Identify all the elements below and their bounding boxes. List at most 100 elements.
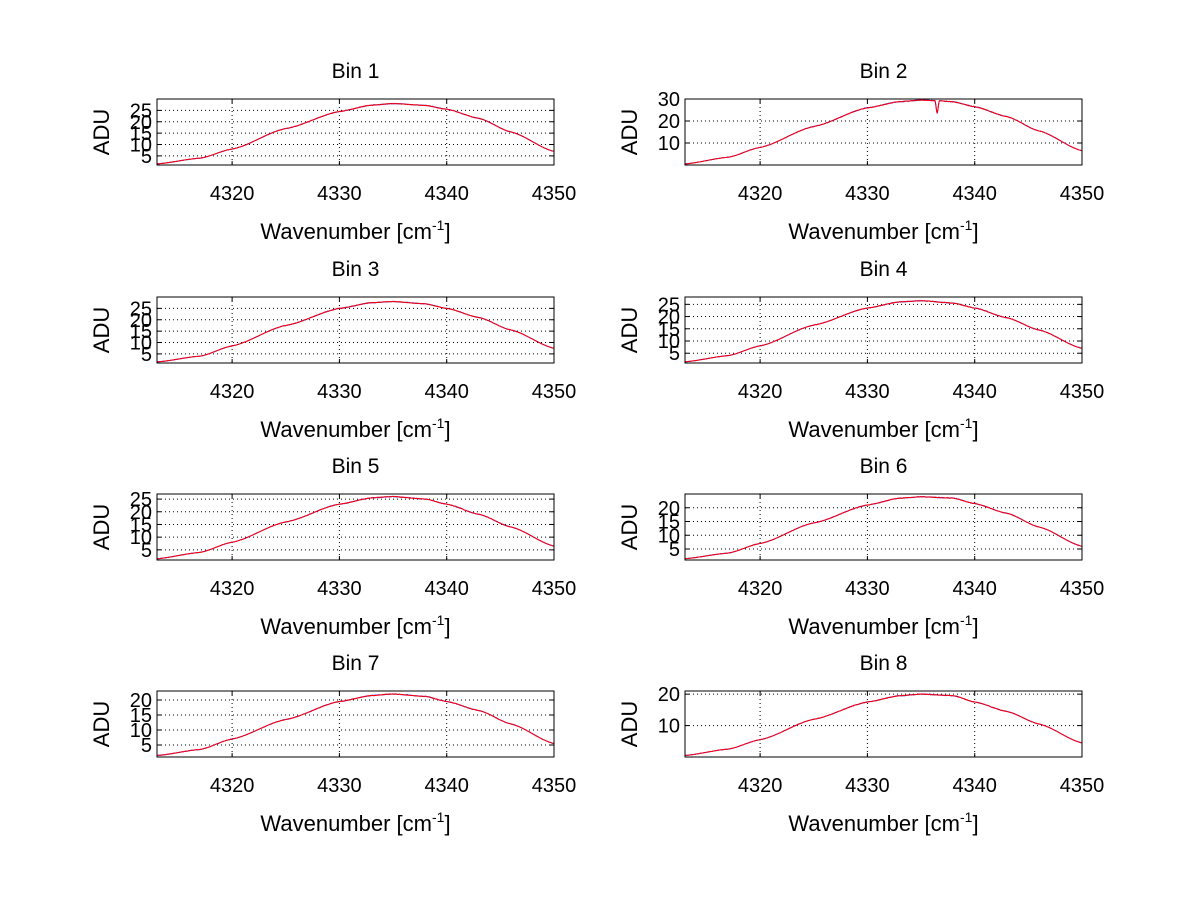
x-tick-label: 4350: [532, 775, 577, 797]
y-tick-label: 5: [669, 539, 680, 561]
axes-box: [684, 690, 1083, 758]
subplot-title: Bin 1: [332, 60, 380, 83]
x-tick-label: 4320: [738, 183, 783, 205]
x-tick-label: 4350: [532, 381, 577, 403]
y-tick-label: 15: [130, 321, 152, 343]
y-tick-label: 15: [130, 514, 152, 536]
data-line-blue: [156, 495, 555, 560]
y-tick-label: 10: [658, 525, 680, 547]
y-tick-label: 30: [658, 89, 680, 111]
data-line-red: [685, 693, 1083, 756]
y-axis-label: ADU: [89, 701, 114, 747]
x-tick-label: 4350: [1060, 381, 1105, 403]
x-tick-label: 4350: [532, 578, 577, 600]
data-line-red: [156, 300, 554, 363]
x-tick-label: 4330: [317, 381, 362, 403]
x-axis-label: Wavenumber [cm-1]: [788, 809, 978, 836]
x-axis-label: Wavenumber [cm-1]: [788, 217, 978, 244]
x-tick-label: 4350: [1060, 183, 1105, 205]
x-tick-label: 4320: [210, 183, 255, 205]
x-axis-label: Wavenumber [cm-1]: [260, 415, 450, 442]
x-tick-label: 4330: [317, 578, 362, 600]
x-axis-label: Wavenumber [cm-1]: [260, 809, 450, 836]
y-tick-label: 20: [130, 502, 152, 524]
x-tick-label: 4340: [952, 578, 997, 600]
data-line-red: [685, 99, 1083, 165]
subplot-title: Bin 3: [332, 258, 380, 281]
y-tick-label: 25: [130, 489, 152, 511]
axes-box: [684, 296, 1083, 364]
data-line-red: [684, 299, 1083, 363]
y-tick-label: 20: [658, 307, 680, 329]
y-axis-label: ADU: [89, 109, 114, 155]
y-tick-label: 5: [141, 735, 152, 757]
x-axis-label: Wavenumber [cm-1]: [788, 415, 978, 442]
x-tick-label: 4340: [952, 775, 997, 797]
y-tick-label: 5: [141, 540, 152, 562]
y-axis-label: ADU: [89, 504, 114, 550]
x-tick-label: 4340: [424, 775, 469, 797]
subplot-title: Bin 7: [332, 652, 380, 675]
x-tick-label: 4320: [738, 775, 783, 797]
subplot-title: Bin 8: [860, 652, 908, 675]
axes-box: [156, 98, 555, 166]
x-tick-label: 4330: [845, 183, 890, 205]
y-tick-label: 25: [130, 298, 152, 320]
y-tick-label: 20: [658, 498, 680, 520]
x-tick-label: 4320: [210, 578, 255, 600]
y-tick-label: 10: [658, 716, 680, 738]
x-tick-label: 4320: [210, 381, 255, 403]
y-tick-label: 15: [658, 319, 680, 341]
data-line-red: [156, 495, 555, 560]
y-axis-label: ADU: [617, 307, 642, 353]
x-tick-label: 4330: [845, 381, 890, 403]
x-tick-label: 4330: [845, 775, 890, 797]
y-tick-label: 10: [658, 331, 680, 353]
x-axis-label: Wavenumber [cm-1]: [788, 612, 978, 639]
x-tick-label: 4330: [317, 775, 362, 797]
data-line-blue: [156, 300, 555, 363]
axes-box: [684, 493, 1083, 561]
axes-box: [156, 296, 555, 364]
data-line-blue: [684, 693, 1083, 756]
data-line-blue: [684, 99, 1083, 165]
data-line-blue: [684, 300, 1082, 363]
y-tick-label: 20: [130, 310, 152, 332]
y-tick-label: 20: [130, 112, 152, 134]
y-tick-label: 5: [141, 146, 152, 168]
x-tick-label: 4330: [317, 183, 362, 205]
y-tick-label: 25: [658, 294, 680, 316]
x-tick-label: 4320: [210, 775, 255, 797]
x-tick-label: 4350: [532, 183, 577, 205]
y-tick-label: 20: [658, 111, 680, 133]
x-tick-label: 4320: [738, 578, 783, 600]
x-tick-label: 4350: [1060, 775, 1105, 797]
axes-box: [156, 690, 555, 758]
x-tick-label: 4340: [424, 381, 469, 403]
y-tick-label: 25: [130, 100, 152, 122]
data-line-blue: [156, 103, 555, 165]
x-tick-label: 4340: [424, 183, 469, 205]
data-line-red: [156, 693, 555, 756]
y-tick-label: 20: [658, 684, 680, 706]
y-axis-label: ADU: [617, 109, 642, 155]
x-axis-label: Wavenumber [cm-1]: [260, 217, 450, 244]
x-tick-label: 4330: [845, 578, 890, 600]
y-tick-label: 10: [130, 333, 152, 355]
subplot-title: Bin 5: [332, 455, 380, 478]
y-tick-label: 5: [669, 343, 680, 365]
axes-box: [684, 98, 1083, 166]
data-line-blue: [685, 495, 1082, 560]
x-tick-label: 4340: [424, 578, 469, 600]
data-line-red: [684, 496, 1083, 560]
axes-box: [156, 493, 555, 561]
y-axis-label: ADU: [617, 701, 642, 747]
y-tick-label: 10: [658, 133, 680, 155]
